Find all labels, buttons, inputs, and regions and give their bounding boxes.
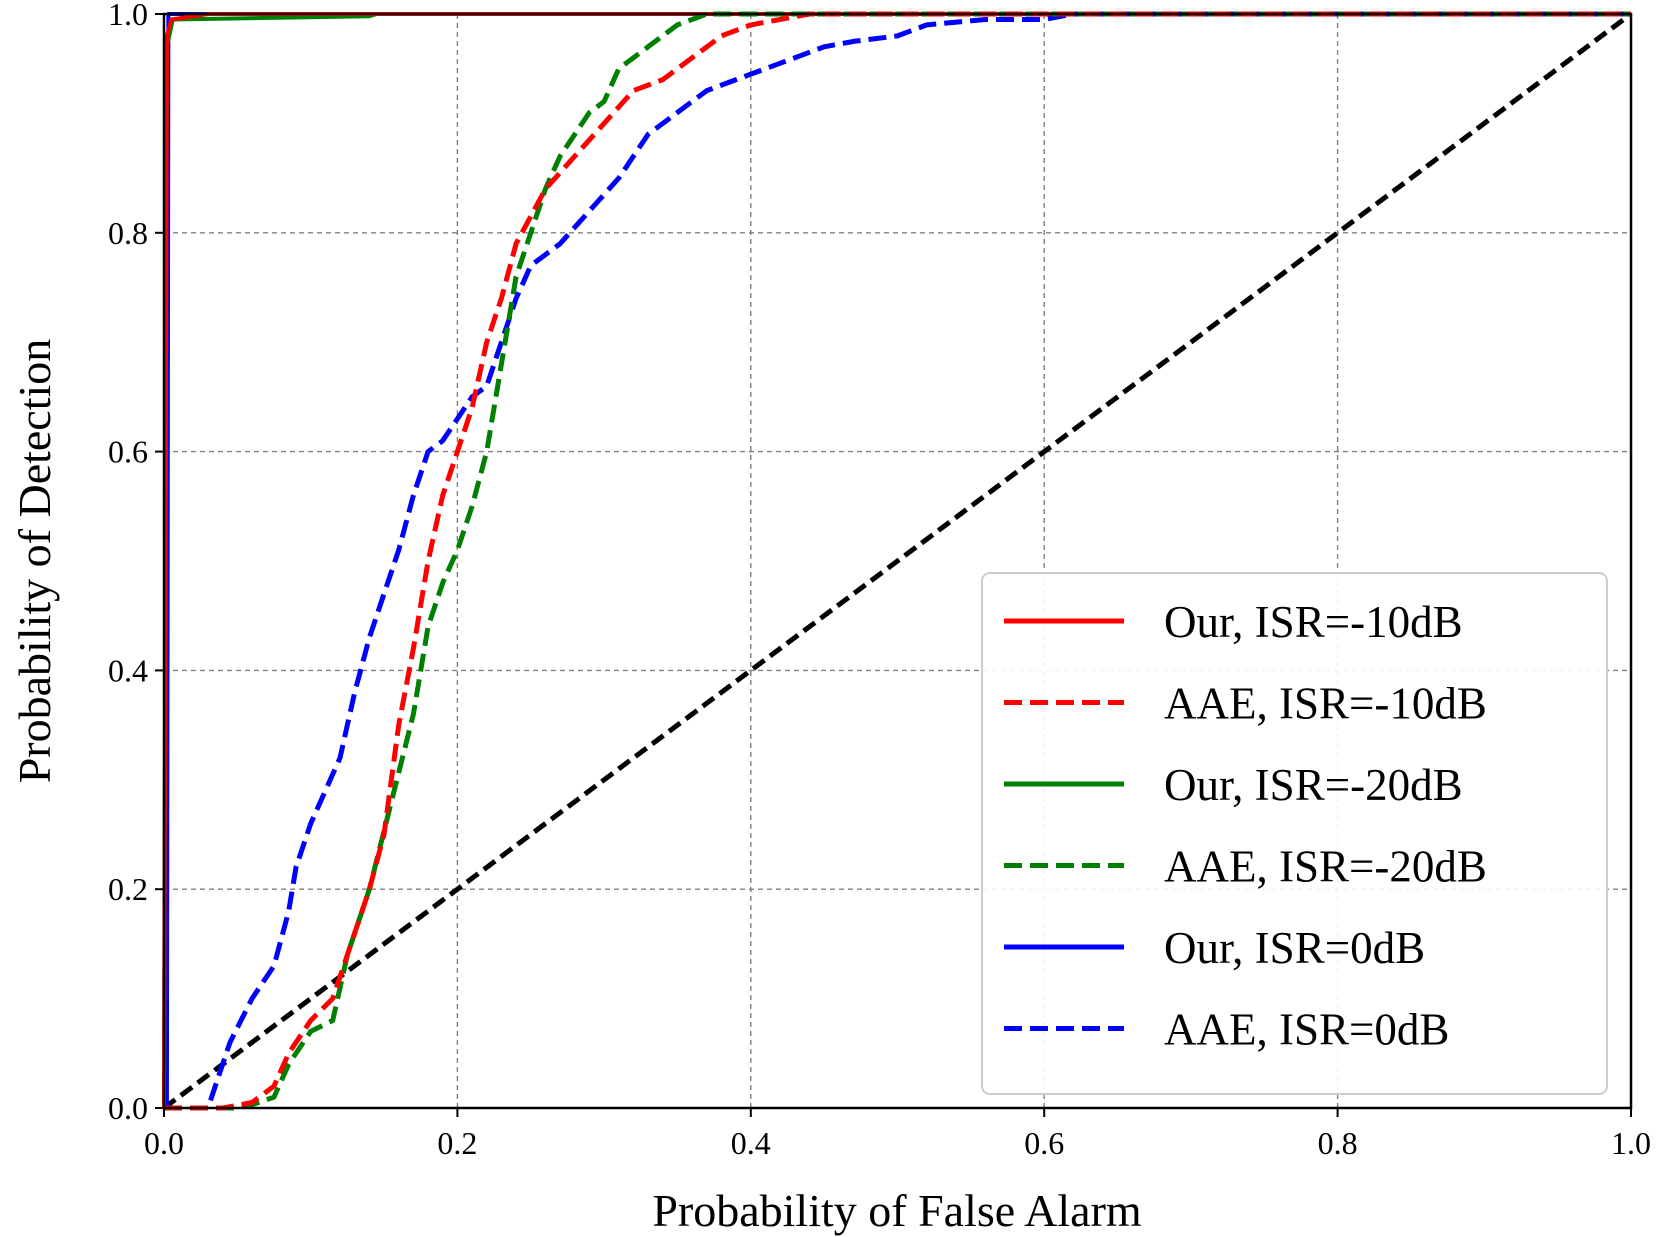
series-line	[164, 11, 1631, 1111]
legend-label: AAE, ISR=-10dB	[1164, 679, 1487, 729]
x-tick-label: 0.6	[1024, 1125, 1064, 1161]
legend-label: AAE, ISR=-20dB	[1164, 842, 1487, 892]
x-tick-label: 1.0	[1611, 1125, 1651, 1161]
y-tick-label: 0.2	[108, 871, 148, 907]
legend: Our, ISR=-10dB AAE, ISR=-10dB Our, ISR=-20…	[981, 572, 1608, 1095]
legend-label: Our, ISR=-20dB	[1164, 760, 1463, 810]
x-tick-label: 0.8	[1318, 1125, 1358, 1161]
legend-frame	[981, 572, 1608, 1095]
x-axis-label: Probability of False Alarm	[652, 1185, 1142, 1236]
series-line	[164, 11, 1631, 1111]
legend-label: Our, ISR=-10dB	[1164, 597, 1463, 647]
legend-label: AAE, ISR=0dB	[1164, 1005, 1449, 1055]
plot-frame	[162, 12, 1633, 1110]
legend-label: Our, ISR=0dB	[1164, 923, 1425, 973]
y-tick-label: 0.0	[108, 1090, 148, 1126]
y-tick-label: 0.6	[108, 434, 148, 470]
y-tick-label: 1.0	[108, 0, 148, 32]
x-tick-label: 0.2	[437, 1125, 477, 1161]
y-tick-label: 0.4	[108, 652, 148, 688]
series-line	[162, 11, 1633, 1111]
series-line	[164, 11, 1631, 1111]
x-tick-label: 0.0	[144, 1125, 184, 1161]
y-axis-label: Probability of Detection	[9, 339, 60, 784]
y-tick-label: 0.8	[108, 215, 148, 251]
x-tick-label: 0.4	[731, 1125, 771, 1161]
axis-ticks: 0.0 0.2 0.4 0.6 0.8 1.0 0.0 0.2 0.4 0.6 0.8 1.0	[108, 0, 1651, 1161]
